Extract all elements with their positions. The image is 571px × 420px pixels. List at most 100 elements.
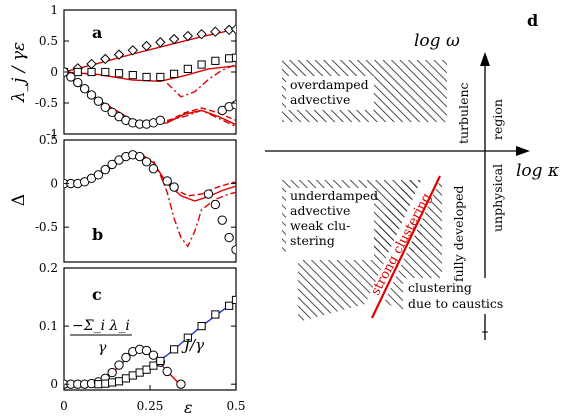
data-point-a-square-3: [101, 67, 110, 77]
data-point-c-square-15: [231, 295, 236, 305]
data-point-b-circle-17: [210, 199, 221, 210]
data-point-a-square-7: [156, 72, 165, 82]
data-point-a-square-8: [169, 69, 179, 78]
data-point-c-square-10: [169, 345, 179, 354]
data-point-a-diamond-9: [182, 30, 194, 42]
data-point-a-diamond-6: [141, 40, 152, 52]
data-point-a-square-6: [142, 72, 151, 82]
data-point-a-circle-1: [66, 72, 76, 82]
data-point-b-circle-14: [162, 176, 172, 186]
data-point-a-circle-2: [73, 77, 83, 88]
data-point-c-square-2: [108, 378, 117, 387]
data-point-c-circle-7: [107, 367, 117, 378]
strong-clustering-line: [371, 175, 441, 319]
data-point-b-circle-11: [134, 151, 145, 162]
fit-line-a-2: [166, 63, 236, 98]
data-point-a-diamond-5: [127, 45, 139, 56]
panel-c-xlabel: ε: [184, 398, 193, 417]
data-point-a-circle-6: [100, 102, 110, 113]
log-omega-label: log ω: [414, 31, 460, 51]
data-point-a-square-10: [197, 60, 206, 69]
axis-ticks: 10.50-0.5-10.50-0.50.20.100 0.25 0.5: [35, 3, 246, 413]
strong-clustering-bg: [360, 174, 440, 320]
data-point-b-circle-15: [169, 182, 179, 192]
data-point-a-square-9: [183, 64, 192, 74]
data-point-c-square-1: [101, 379, 110, 388]
ytick-label-b-2: -0.5: [35, 220, 58, 234]
panel-b: [64, 150, 236, 255]
panel-c: [64, 295, 236, 389]
data-point-a-diamond-4: [113, 49, 125, 60]
data-point-c-circle-13: [148, 350, 159, 360]
region-label: region: [490, 99, 505, 140]
ytick-label-a-4: -1: [46, 127, 58, 141]
xtick-label-c-2: 0.5: [226, 399, 245, 413]
underdamped-bg: [286, 188, 374, 260]
data-point-c-circle-12: [141, 345, 152, 356]
ytick-label-a-1: 0.5: [39, 34, 58, 48]
data-point-b-circle-5: [93, 170, 104, 180]
xtick-label-c-0: 0: [60, 399, 68, 413]
data-point-a-square-2: [87, 67, 96, 77]
ytick-label-b-0: 0.5: [39, 133, 58, 147]
ytick-label-a-3: -0.5: [35, 96, 58, 110]
data-point-a-circle-3: [79, 84, 90, 94]
fit-line-b-2: [139, 155, 236, 248]
data-point-b-circle-12: [141, 157, 152, 167]
data-point-c-square-6: [135, 368, 144, 377]
region-underdamped: underdamped advective weak clu- stering: [290, 188, 382, 248]
data-point-c-square-7: [142, 365, 151, 374]
flux-label: J/γ: [181, 336, 204, 354]
data-point-b-circle-7: [107, 159, 117, 170]
fit-line-a-5: [167, 109, 236, 128]
panel-c-label: c: [92, 285, 102, 304]
data-point-c-square-14: [225, 301, 234, 310]
fully-developed-bg: [446, 176, 468, 286]
ytick-label-c-0: 0.2: [39, 261, 58, 275]
ytick-label-a-2: 0: [50, 65, 58, 79]
ytick-label-c-2: 0: [50, 377, 58, 391]
data-point-a-circle-14: [155, 115, 166, 126]
ytick-label-b-1: 0: [50, 177, 58, 191]
log-kappa-label: log κ: [516, 161, 559, 181]
data-point-a-square-13: [231, 53, 236, 62]
data-point-a-diamond-2: [86, 58, 97, 70]
data-point-c-square-4: [121, 374, 131, 383]
data-point-a-diamond-13: [230, 24, 236, 35]
data-point-a-circle-17: [231, 100, 236, 110]
panel-a: [64, 24, 236, 129]
data-point-b-circle-16: [203, 189, 214, 199]
data-point-a-diamond-7: [155, 37, 166, 48]
data-point-a-square-1: [73, 67, 82, 77]
data-point-a-square-11: [211, 56, 220, 65]
data-point-c-circle-16: [176, 379, 186, 389]
data-point-c-square-3: [114, 377, 124, 386]
data-point-a-diamond-8: [168, 33, 180, 45]
region-fully-developed: fully developed: [451, 186, 466, 283]
panel-d-label: d: [527, 11, 538, 30]
data-point-c-square-11: [183, 333, 192, 342]
log-kappa-arrowhead: [516, 146, 530, 156]
panel-a-label: a: [92, 23, 102, 42]
data-point-a-circle-4: [86, 90, 97, 100]
fit-line-a-4: [166, 107, 236, 123]
panel-a-ylabel: λ_j / γε: [9, 42, 29, 103]
panel-b-ylabel: Δ: [9, 194, 29, 206]
data-point-b-circle-19: [224, 232, 234, 243]
data-point-a-circle-7: [107, 107, 117, 118]
data-point-b-circle-20: [231, 245, 236, 255]
region-caustics: clustering due to caustics: [408, 280, 503, 311]
overdamped-bg: [286, 76, 374, 110]
fit-line-c-1: [149, 299, 236, 368]
data-point-b-circle-13: [148, 164, 159, 174]
data-point-c-circle-15: [162, 366, 172, 377]
data-point-c-square-5: [128, 371, 137, 380]
data-point-b-circle-18: [217, 215, 227, 225]
data-point-a-circle-5: [93, 96, 104, 106]
data-point-c-circle-9: [121, 352, 131, 363]
xtick-label-c-1: 0.25: [137, 399, 164, 413]
data-point-c-square-13: [211, 310, 220, 319]
data-point-c-square-8: [149, 361, 158, 370]
ytick-label-a-0: 1: [50, 3, 58, 17]
